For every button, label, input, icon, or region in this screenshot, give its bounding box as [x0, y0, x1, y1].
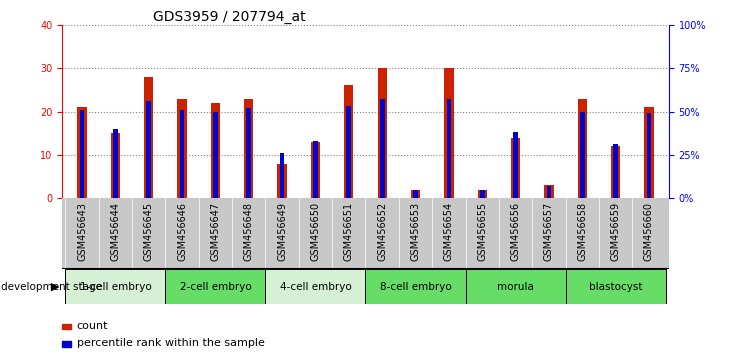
Bar	[611, 146, 620, 198]
Bar	[111, 133, 120, 198]
Text: GSM456650: GSM456650	[311, 202, 320, 261]
Bar	[447, 99, 451, 198]
Bar	[265, 269, 366, 304]
Text: 4-cell embryo: 4-cell embryo	[280, 282, 352, 292]
Bar	[613, 144, 618, 198]
Text: GSM456645: GSM456645	[144, 202, 154, 261]
Text: GSM456649: GSM456649	[277, 202, 287, 261]
Bar	[113, 129, 118, 198]
Bar	[544, 185, 553, 198]
Text: GSM456658: GSM456658	[577, 202, 587, 261]
Text: GSM456654: GSM456654	[444, 202, 454, 261]
Bar	[377, 68, 387, 198]
Bar	[77, 107, 87, 198]
Bar	[577, 98, 587, 198]
Text: percentile rank within the sample: percentile rank within the sample	[77, 338, 265, 348]
Bar	[580, 112, 585, 198]
Bar	[644, 107, 654, 198]
Bar	[80, 110, 85, 198]
Bar	[444, 68, 453, 198]
Bar	[278, 164, 287, 198]
Text: GDS3959 / 207794_at: GDS3959 / 207794_at	[154, 10, 306, 24]
Text: GSM456652: GSM456652	[377, 202, 387, 261]
Text: GSM456646: GSM456646	[177, 202, 187, 261]
Bar	[311, 142, 320, 198]
Bar	[144, 77, 154, 198]
Bar	[146, 101, 151, 198]
Bar	[62, 324, 72, 329]
Bar	[178, 98, 187, 198]
Bar	[480, 190, 485, 198]
Bar	[244, 98, 254, 198]
Bar	[366, 269, 466, 304]
Bar	[66, 269, 165, 304]
Text: morula: morula	[497, 282, 534, 292]
Bar	[180, 110, 184, 198]
Bar	[511, 137, 520, 198]
Text: 8-cell embryo: 8-cell embryo	[379, 282, 451, 292]
Text: GSM456657: GSM456657	[544, 202, 554, 261]
Bar	[380, 99, 385, 198]
Text: GSM456653: GSM456653	[411, 202, 420, 261]
Bar	[62, 341, 72, 347]
Bar	[246, 108, 251, 198]
Text: GSM456659: GSM456659	[610, 202, 621, 261]
Bar	[411, 190, 420, 198]
Text: ▶: ▶	[51, 282, 60, 292]
Text: GSM456644: GSM456644	[110, 202, 121, 261]
Text: 2-cell embryo: 2-cell embryo	[180, 282, 251, 292]
Text: GSM456655: GSM456655	[477, 202, 487, 261]
Bar	[211, 103, 220, 198]
Bar	[646, 113, 651, 198]
Bar	[513, 132, 518, 198]
Bar	[477, 190, 487, 198]
Bar	[466, 269, 566, 304]
Text: GSM456647: GSM456647	[211, 202, 221, 261]
Bar	[165, 269, 265, 304]
Text: blastocyst: blastocyst	[588, 282, 643, 292]
Text: GSM456643: GSM456643	[77, 202, 87, 261]
Text: development stage: development stage	[1, 282, 102, 292]
Text: 1-cell embryo: 1-cell embryo	[80, 282, 151, 292]
Bar	[313, 141, 318, 198]
Text: count: count	[77, 321, 108, 331]
Bar	[547, 186, 551, 198]
Text: GSM456660: GSM456660	[644, 202, 654, 261]
Bar	[213, 112, 218, 198]
Bar	[413, 190, 418, 198]
Text: GSM456648: GSM456648	[244, 202, 254, 261]
Bar	[344, 85, 354, 198]
Text: GSM456656: GSM456656	[510, 202, 520, 261]
Bar	[280, 153, 284, 198]
Bar	[346, 106, 351, 198]
Text: GSM456651: GSM456651	[344, 202, 354, 261]
Bar	[566, 269, 665, 304]
